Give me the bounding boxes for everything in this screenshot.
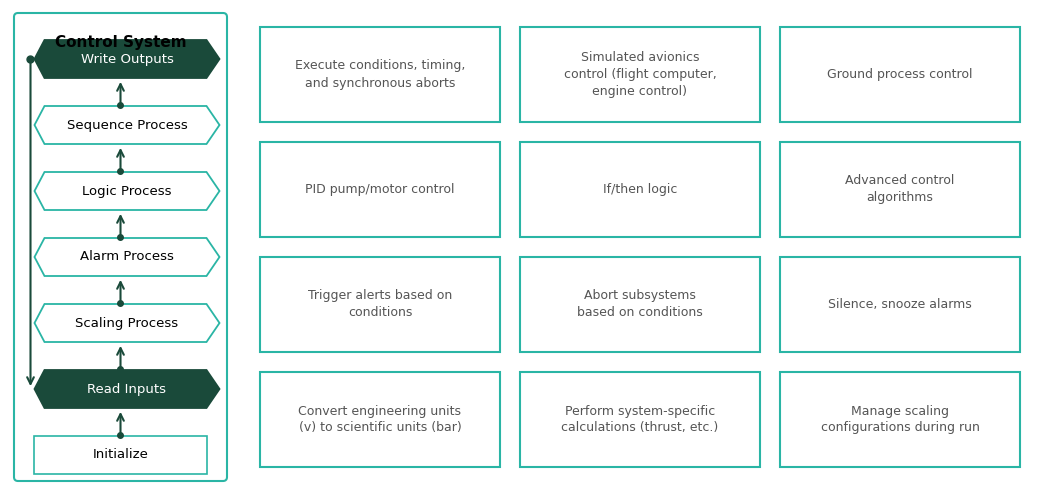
Text: Sequence Process: Sequence Process xyxy=(66,118,187,132)
FancyBboxPatch shape xyxy=(260,257,500,352)
Text: Manage scaling
configurations during run: Manage scaling configurations during run xyxy=(820,404,980,435)
FancyBboxPatch shape xyxy=(14,13,227,481)
FancyBboxPatch shape xyxy=(260,372,500,467)
Polygon shape xyxy=(35,304,219,342)
FancyBboxPatch shape xyxy=(260,27,500,122)
Text: Scaling Process: Scaling Process xyxy=(76,316,178,330)
Text: Alarm Process: Alarm Process xyxy=(80,250,174,263)
Text: Trigger alerts based on
conditions: Trigger alerts based on conditions xyxy=(308,290,453,319)
Polygon shape xyxy=(35,40,219,78)
Text: If/then logic: If/then logic xyxy=(603,183,677,196)
Text: Convert engineering units
(v) to scientific units (bar): Convert engineering units (v) to scienti… xyxy=(298,404,462,435)
Polygon shape xyxy=(35,238,219,276)
Text: Abort subsystems
based on conditions: Abort subsystems based on conditions xyxy=(578,290,702,319)
Polygon shape xyxy=(35,172,219,210)
Text: Read Inputs: Read Inputs xyxy=(87,383,167,396)
Text: Initialize: Initialize xyxy=(92,448,148,461)
FancyBboxPatch shape xyxy=(780,257,1020,352)
FancyBboxPatch shape xyxy=(780,142,1020,237)
Text: Execute conditions, timing,
and synchronous aborts: Execute conditions, timing, and synchron… xyxy=(295,59,465,90)
FancyBboxPatch shape xyxy=(35,436,207,474)
Text: Advanced control
algorithms: Advanced control algorithms xyxy=(845,175,954,204)
Text: Ground process control: Ground process control xyxy=(827,68,972,81)
Text: Perform system-specific
calculations (thrust, etc.): Perform system-specific calculations (th… xyxy=(562,404,718,435)
FancyBboxPatch shape xyxy=(780,27,1020,122)
FancyBboxPatch shape xyxy=(520,257,760,352)
Polygon shape xyxy=(35,106,219,144)
FancyBboxPatch shape xyxy=(520,142,760,237)
FancyBboxPatch shape xyxy=(520,372,760,467)
Text: Simulated avionics
control (flight computer,
engine control): Simulated avionics control (flight compu… xyxy=(564,51,716,98)
Text: Write Outputs: Write Outputs xyxy=(81,52,173,65)
FancyBboxPatch shape xyxy=(780,372,1020,467)
Text: PID pump/motor control: PID pump/motor control xyxy=(306,183,455,196)
Text: Control System: Control System xyxy=(55,35,186,50)
Text: Silence, snooze alarms: Silence, snooze alarms xyxy=(828,298,972,311)
Polygon shape xyxy=(35,370,219,408)
Text: Logic Process: Logic Process xyxy=(82,185,172,198)
FancyBboxPatch shape xyxy=(520,27,760,122)
FancyBboxPatch shape xyxy=(260,142,500,237)
